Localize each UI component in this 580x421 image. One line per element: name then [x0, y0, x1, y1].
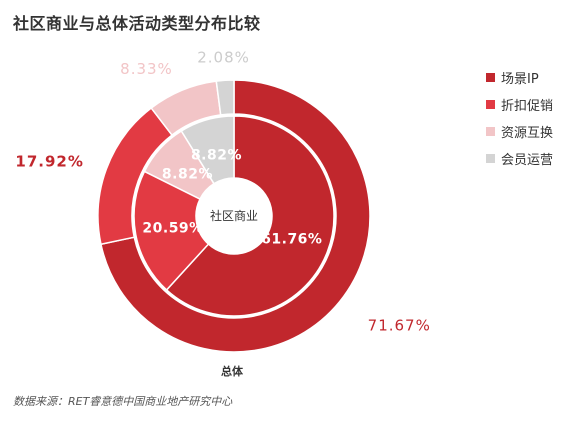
legend-item: 场景IP — [486, 64, 553, 91]
source-note: 数据来源：RET睿意德中国商业地产研究中心 — [13, 395, 233, 408]
outer-data-label: 71.67% — [368, 316, 431, 334]
inner-data-label: 8.82% — [191, 147, 242, 163]
outer-data-label: 8.33% — [120, 60, 173, 78]
center-label: 社区商业 — [210, 208, 258, 223]
legend-label: 场景IP — [501, 72, 539, 87]
inner-data-label: 20.59% — [142, 220, 203, 236]
outer-ring-slices — [97, 79, 371, 353]
legend-item: 资源互换 — [486, 118, 553, 145]
legend: 场景IP 折扣促销 资源互换 会员运营 — [486, 64, 553, 172]
outer-data-label: 2.08% — [197, 48, 250, 66]
inner-data-label: 8.82% — [162, 167, 213, 183]
legend-item: 会员运营 — [486, 145, 553, 172]
chart-title: 社区商业与总体活动类型分布比较 — [13, 14, 261, 33]
legend-label: 会员运营 — [501, 153, 554, 168]
outer-data-label: 17.92% — [15, 153, 83, 171]
legend-label: 资源互换 — [501, 126, 554, 141]
outer-series-label: 总体 — [221, 364, 244, 378]
outer-ring-slice — [215, 79, 235, 116]
legend-swatch — [486, 100, 495, 109]
outer-ring-slice — [100, 79, 371, 353]
legend-swatch — [486, 127, 495, 136]
legend-swatch — [486, 73, 495, 82]
inner-ring-slice — [180, 115, 235, 185]
center-hole — [196, 178, 272, 254]
legend-label: 折扣促销 — [501, 99, 554, 114]
legend-item: 折扣促销 — [486, 91, 553, 118]
inner-data-label: 61.76% — [261, 231, 322, 247]
data-labels: 61.76% 20.59% 8.82% 8.82% 71.67% 17.92% 8.33% 2… — [15, 48, 431, 334]
legend-swatch — [486, 154, 495, 163]
